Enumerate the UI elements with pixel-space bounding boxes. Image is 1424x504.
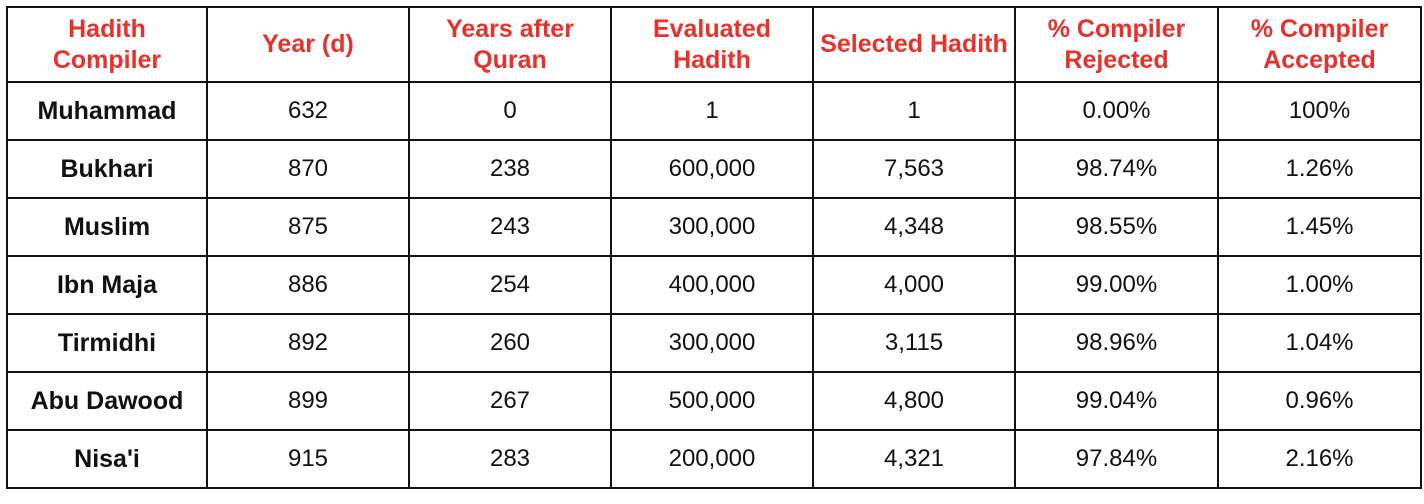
selected-hadith-cell: 3,115 bbox=[812, 313, 1016, 373]
year-cell: 875 bbox=[206, 197, 410, 257]
percent-accepted-cell: 1.00% bbox=[1217, 255, 1422, 315]
percent-rejected-cell: 99.00% bbox=[1014, 255, 1219, 315]
header-year: Year (d) bbox=[206, 6, 410, 83]
percent-rejected-cell: 0.00% bbox=[1014, 81, 1219, 141]
header-percent-accepted: % Compiler Accepted bbox=[1217, 6, 1422, 83]
year-cell: 870 bbox=[206, 139, 410, 199]
evaluated-hadith-cell: 200,000 bbox=[610, 429, 814, 489]
table-row: Muslim 875 243 300,000 4,348 98.55% 1.45… bbox=[6, 197, 1422, 257]
percent-rejected-cell: 98.96% bbox=[1014, 313, 1219, 373]
year-cell: 886 bbox=[206, 255, 410, 315]
table-row: Nisa'i 915 283 200,000 4,321 97.84% 2.16… bbox=[6, 429, 1422, 489]
percent-rejected-cell: 98.55% bbox=[1014, 197, 1219, 257]
evaluated-hadith-cell: 500,000 bbox=[610, 371, 814, 431]
year-cell: 632 bbox=[206, 81, 410, 141]
compiler-name: Muhammad bbox=[6, 81, 208, 141]
header-evaluated-hadith: Evaluated Hadith bbox=[610, 6, 814, 83]
hadith-compilers-table: Hadith Compiler Year (d) Years after Qur… bbox=[6, 6, 1422, 489]
evaluated-hadith-cell: 300,000 bbox=[610, 197, 814, 257]
compiler-name: Muslim bbox=[6, 197, 208, 257]
percent-rejected-cell: 99.04% bbox=[1014, 371, 1219, 431]
years-after-quran-cell: 238 bbox=[408, 139, 612, 199]
selected-hadith-cell: 4,321 bbox=[812, 429, 1016, 489]
percent-accepted-cell: 2.16% bbox=[1217, 429, 1422, 489]
evaluated-hadith-cell: 300,000 bbox=[610, 313, 814, 373]
percent-rejected-cell: 97.84% bbox=[1014, 429, 1219, 489]
table-row: Tirmidhi 892 260 300,000 3,115 98.96% 1.… bbox=[6, 313, 1422, 373]
percent-accepted-cell: 1.04% bbox=[1217, 313, 1422, 373]
compiler-name: Abu Dawood bbox=[6, 371, 208, 431]
compiler-name: Tirmidhi bbox=[6, 313, 208, 373]
percent-accepted-cell: 100% bbox=[1217, 81, 1422, 141]
selected-hadith-cell: 1 bbox=[812, 81, 1016, 141]
percent-accepted-cell: 1.26% bbox=[1217, 139, 1422, 199]
header-compiler: Hadith Compiler bbox=[6, 6, 208, 83]
evaluated-hadith-cell: 400,000 bbox=[610, 255, 814, 315]
table-row: Muhammad 632 0 1 1 0.00% 100% bbox=[6, 81, 1422, 141]
table-row: Ibn Maja 886 254 400,000 4,000 99.00% 1.… bbox=[6, 255, 1422, 315]
selected-hadith-cell: 7,563 bbox=[812, 139, 1016, 199]
selected-hadith-cell: 4,000 bbox=[812, 255, 1016, 315]
compiler-name: Nisa'i bbox=[6, 429, 208, 489]
years-after-quran-cell: 254 bbox=[408, 255, 612, 315]
table-row: Bukhari 870 238 600,000 7,563 98.74% 1.2… bbox=[6, 139, 1422, 199]
years-after-quran-cell: 243 bbox=[408, 197, 612, 257]
years-after-quran-cell: 267 bbox=[408, 371, 612, 431]
evaluated-hadith-cell: 600,000 bbox=[610, 139, 814, 199]
percent-accepted-cell: 1.45% bbox=[1217, 197, 1422, 257]
selected-hadith-cell: 4,800 bbox=[812, 371, 1016, 431]
compiler-name: Ibn Maja bbox=[6, 255, 208, 315]
years-after-quran-cell: 260 bbox=[408, 313, 612, 373]
selected-hadith-cell: 4,348 bbox=[812, 197, 1016, 257]
percent-rejected-cell: 98.74% bbox=[1014, 139, 1219, 199]
year-cell: 899 bbox=[206, 371, 410, 431]
year-cell: 915 bbox=[206, 429, 410, 489]
year-cell: 892 bbox=[206, 313, 410, 373]
years-after-quran-cell: 0 bbox=[408, 81, 612, 141]
percent-accepted-cell: 0.96% bbox=[1217, 371, 1422, 431]
table-row: Abu Dawood 899 267 500,000 4,800 99.04% … bbox=[6, 371, 1422, 431]
compiler-name: Bukhari bbox=[6, 139, 208, 199]
header-percent-rejected: % Compiler Rejected bbox=[1014, 6, 1219, 83]
years-after-quran-cell: 283 bbox=[408, 429, 612, 489]
header-selected-hadith: Selected Hadith bbox=[812, 6, 1016, 83]
evaluated-hadith-cell: 1 bbox=[610, 81, 814, 141]
header-row: Hadith Compiler Year (d) Years after Qur… bbox=[6, 6, 1422, 83]
header-years-after-quran: Years after Quran bbox=[408, 6, 612, 83]
